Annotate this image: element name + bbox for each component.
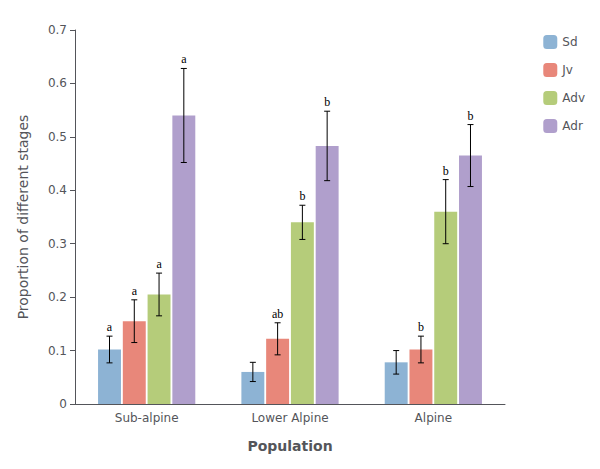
svg-text:b: b [443,164,449,178]
svg-text:0.2: 0.2 [48,290,67,304]
svg-text:Jv: Jv [561,63,573,77]
svg-text:0.6: 0.6 [48,76,67,90]
svg-text:a: a [132,284,138,298]
svg-text:a: a [156,257,162,271]
svg-text:0.7: 0.7 [48,23,67,37]
svg-text:0.5: 0.5 [48,130,67,144]
svg-text:a: a [181,52,187,66]
svg-text:0.1: 0.1 [48,344,67,358]
svg-text:Adr: Adr [562,119,583,133]
svg-text:b: b [299,189,305,203]
svg-text:b: b [467,109,473,123]
svg-text:Proportion of different stages: Proportion of different stages [15,115,31,320]
svg-text:Adv: Adv [562,91,585,105]
svg-text:Sub-alpine: Sub-alpine [115,411,179,425]
svg-text:b: b [418,320,424,334]
svg-text:Sd: Sd [562,35,577,49]
svg-text:0: 0 [59,397,67,411]
svg-text:b: b [324,95,330,109]
svg-text:a: a [107,320,113,334]
svg-text:Alpine: Alpine [415,411,452,425]
svg-text:0.4: 0.4 [48,183,67,197]
svg-text:ab: ab [272,307,283,321]
svg-text:0.3: 0.3 [48,237,67,251]
svg-text:Lower Alpine: Lower Alpine [251,411,328,425]
svg-text:Population: Population [247,438,332,454]
